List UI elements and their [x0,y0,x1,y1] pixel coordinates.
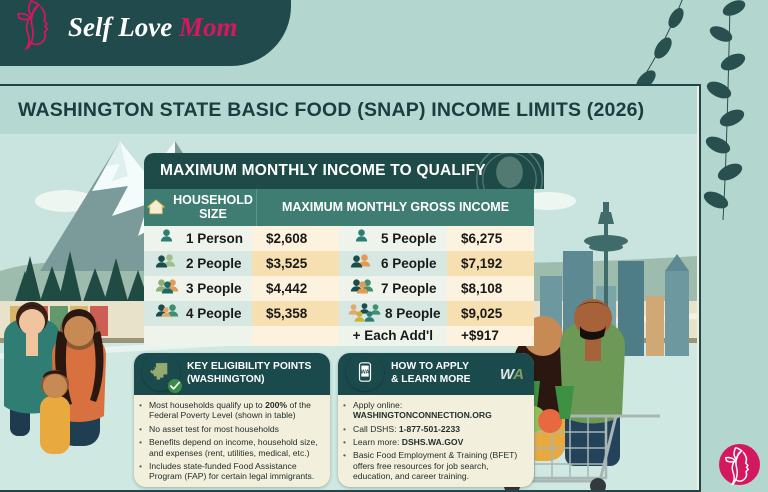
svg-text:WA: WA [361,369,370,375]
